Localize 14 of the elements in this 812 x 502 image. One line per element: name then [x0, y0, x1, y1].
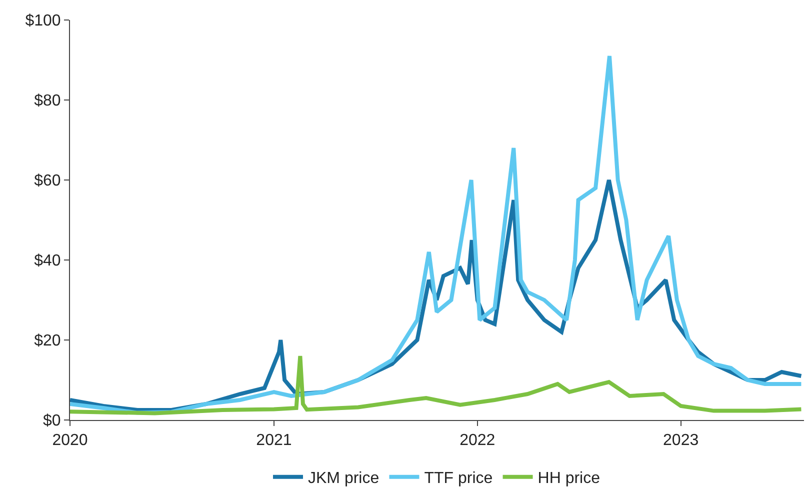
legend-label: JKM price	[308, 470, 380, 488]
legend-label: HH price	[538, 470, 600, 488]
y-tick-label: $60	[34, 172, 61, 190]
legend-label: TTF price	[424, 470, 493, 488]
y-tick-label: $40	[34, 252, 61, 270]
line-series	[70, 354, 804, 416]
x-tick-label: 2020	[52, 432, 88, 450]
y-tick-label: $0	[43, 412, 61, 430]
y-tick-label: $20	[34, 332, 61, 350]
x-tick-label: 2023	[663, 432, 699, 450]
y-tick-label: $80	[34, 92, 61, 110]
y-tick-label: $100	[25, 12, 61, 30]
x-tick-label: 2021	[256, 432, 292, 450]
x-tick-label: 2022	[460, 432, 496, 450]
